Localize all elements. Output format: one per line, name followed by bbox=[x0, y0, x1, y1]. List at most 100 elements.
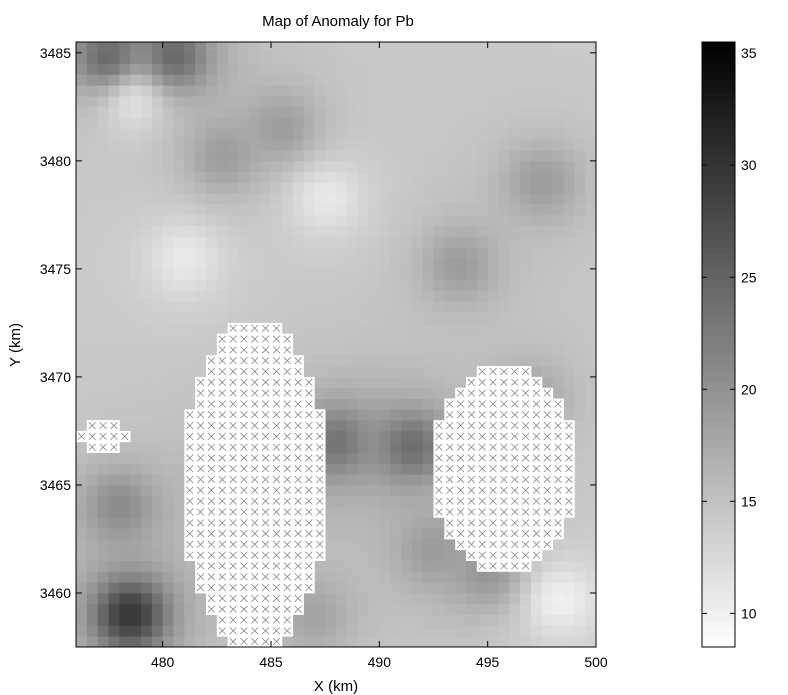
heatmap-cell bbox=[119, 420, 131, 432]
heatmap-cell bbox=[466, 355, 478, 367]
heatmap-cell bbox=[422, 474, 434, 486]
heatmap-cell bbox=[390, 366, 402, 378]
heatmap-cell bbox=[108, 225, 120, 237]
heatmap-cell bbox=[249, 171, 261, 183]
heatmap-cell bbox=[357, 474, 369, 486]
heatmap-cell bbox=[422, 312, 434, 324]
mask-cross bbox=[316, 551, 324, 559]
mask-cross bbox=[251, 486, 259, 495]
x-axis-ticks: 480 485 490 495 500 bbox=[151, 42, 608, 670]
heatmap-cell bbox=[195, 193, 207, 205]
heatmap-cell bbox=[433, 290, 445, 302]
mask-cross bbox=[316, 454, 324, 462]
heatmap-cell bbox=[433, 182, 445, 194]
heatmap-cell bbox=[563, 279, 575, 291]
heatmap-cell bbox=[162, 430, 174, 443]
mask-cross bbox=[240, 443, 248, 451]
mask-cross bbox=[283, 551, 291, 559]
heatmap-cell bbox=[336, 344, 348, 356]
heatmap-cell bbox=[141, 290, 153, 302]
heatmap-cell bbox=[379, 538, 391, 551]
heatmap-cell bbox=[130, 528, 142, 540]
mask-cross bbox=[218, 529, 226, 538]
mask-cross bbox=[272, 443, 281, 451]
mask-cross bbox=[251, 357, 259, 365]
heatmap-cell bbox=[487, 333, 499, 345]
mask-cross bbox=[294, 583, 302, 592]
heatmap-cell bbox=[368, 474, 380, 486]
heatmap-cell bbox=[325, 420, 337, 432]
heatmap-cell bbox=[108, 398, 120, 410]
heatmap-cell bbox=[368, 193, 380, 205]
heatmap-cell bbox=[325, 74, 337, 86]
heatmap-cell bbox=[476, 96, 489, 108]
heatmap-cell bbox=[336, 52, 348, 65]
heatmap-cell bbox=[357, 582, 369, 594]
heatmap-cell bbox=[563, 409, 575, 421]
mask-cross bbox=[554, 432, 562, 441]
heatmap-cell bbox=[531, 128, 543, 140]
mask-cross bbox=[521, 519, 530, 527]
heatmap-cell bbox=[314, 150, 326, 162]
heatmap-cell bbox=[455, 117, 467, 129]
heatmap-cell bbox=[520, 128, 532, 140]
heatmap-cell bbox=[336, 636, 348, 648]
heatmap-cell bbox=[433, 538, 445, 551]
heatmap-cell bbox=[76, 603, 88, 615]
mask-cross bbox=[521, 432, 530, 441]
mask-cross bbox=[489, 443, 497, 451]
heatmap-cell bbox=[76, 106, 88, 119]
heatmap-cell bbox=[520, 182, 532, 194]
mask-cross bbox=[489, 465, 497, 473]
heatmap-cell bbox=[173, 214, 185, 227]
mask-cross bbox=[261, 540, 270, 549]
heatmap-cell bbox=[151, 409, 164, 421]
mask-cross bbox=[240, 346, 248, 354]
heatmap-cell bbox=[119, 344, 131, 356]
heatmap-cell bbox=[357, 409, 369, 421]
heatmap-cell bbox=[574, 376, 586, 389]
heatmap-cell bbox=[249, 214, 261, 227]
heatmap-cell bbox=[325, 128, 337, 140]
mask-cross bbox=[283, 475, 291, 484]
heatmap-cell bbox=[216, 85, 229, 97]
heatmap-cell bbox=[141, 312, 153, 324]
mask-cross bbox=[229, 378, 237, 386]
heatmap-cell bbox=[487, 636, 499, 648]
heatmap-cell bbox=[433, 160, 445, 173]
heatmap-cells bbox=[76, 42, 597, 648]
heatmap-cell bbox=[271, 301, 283, 313]
heatmap-cell bbox=[585, 614, 597, 626]
mask-cross bbox=[207, 573, 216, 581]
mask-cross bbox=[283, 486, 291, 495]
heatmap-cell bbox=[552, 236, 564, 248]
heatmap-cell bbox=[390, 474, 402, 486]
heatmap-cell bbox=[574, 484, 586, 497]
mask-cross bbox=[478, 443, 486, 451]
heatmap-cell bbox=[162, 333, 174, 345]
mask-cross bbox=[251, 378, 259, 386]
heatmap-cell bbox=[552, 85, 564, 97]
heatmap-cell bbox=[281, 258, 294, 270]
mask-cross bbox=[251, 432, 259, 441]
mask-cross bbox=[543, 540, 551, 549]
mask-cross bbox=[500, 421, 508, 430]
heatmap-cell bbox=[86, 106, 99, 119]
heatmap-cell bbox=[390, 279, 402, 291]
heatmap-cell bbox=[552, 571, 564, 583]
heatmap-cell bbox=[325, 495, 337, 507]
heatmap-cell bbox=[292, 236, 304, 248]
mask-cross bbox=[261, 519, 270, 527]
heatmap-cell bbox=[346, 560, 359, 572]
heatmap-cell bbox=[390, 171, 402, 183]
heatmap-cell bbox=[151, 538, 164, 551]
heatmap-cell bbox=[141, 366, 153, 378]
mask-cross bbox=[532, 508, 541, 516]
heatmap-cell bbox=[487, 312, 499, 324]
heatmap-cell bbox=[184, 322, 196, 335]
heatmap-cell bbox=[455, 225, 467, 237]
mask-cross bbox=[261, 594, 270, 603]
heatmap-cell bbox=[433, 117, 445, 129]
heatmap-cell bbox=[119, 150, 131, 162]
heatmap-cell bbox=[162, 117, 174, 129]
